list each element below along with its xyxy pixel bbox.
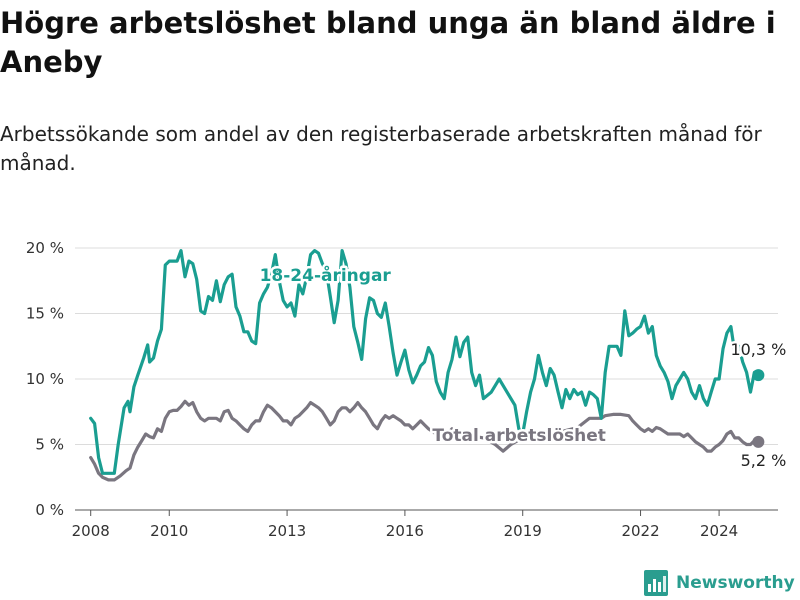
newsworthy-logo[interactable]: Newsworthy xyxy=(644,568,795,598)
x-tick-label: 2024 xyxy=(700,522,738,540)
x-tick-label: 2008 xyxy=(72,522,110,540)
y-tick-label: 15 % xyxy=(26,305,64,323)
series-line xyxy=(89,399,760,482)
x-tick-label: 2016 xyxy=(386,522,424,540)
gridlines xyxy=(75,247,778,511)
y-tick-label: 10 % xyxy=(26,370,64,388)
series-end-label: 10,3 % xyxy=(730,340,786,359)
series-lines xyxy=(89,249,765,482)
series-labels: 10,3 % 5,2 % 18-24-åringar Total arbetslösh… xyxy=(257,262,789,473)
series-end-point xyxy=(752,435,765,448)
series-end-point xyxy=(752,369,765,382)
series-name-label: Total arbetslöshet xyxy=(432,426,606,446)
chart-subtitle: Arbetssökande som andel av den registerb… xyxy=(0,122,762,175)
series-line xyxy=(89,249,760,475)
chart-title: Högre arbetslöshet bland unga än bland ä… xyxy=(0,6,776,79)
newsworthy-icon xyxy=(644,570,668,596)
y-tick-label: 0 % xyxy=(35,501,64,519)
x-axis: 2008 2010 2013 2016 2019 2022 2024 xyxy=(72,510,738,540)
y-tick-label: 20 % xyxy=(26,239,64,257)
series-name-label: 18-24-åringar xyxy=(260,264,392,286)
y-axis: 0 % 5 % 10 % 15 % 20 % xyxy=(26,239,64,519)
x-tick-label: 2019 xyxy=(504,522,542,540)
y-tick-label: 5 % xyxy=(35,436,64,454)
brand-name: Newsworthy xyxy=(676,573,795,593)
x-tick-label: 2022 xyxy=(621,522,659,540)
x-tick-label: 2010 xyxy=(150,522,188,540)
series-end-label: 5,2 % xyxy=(741,451,787,470)
x-tick-label: 2013 xyxy=(268,522,306,540)
